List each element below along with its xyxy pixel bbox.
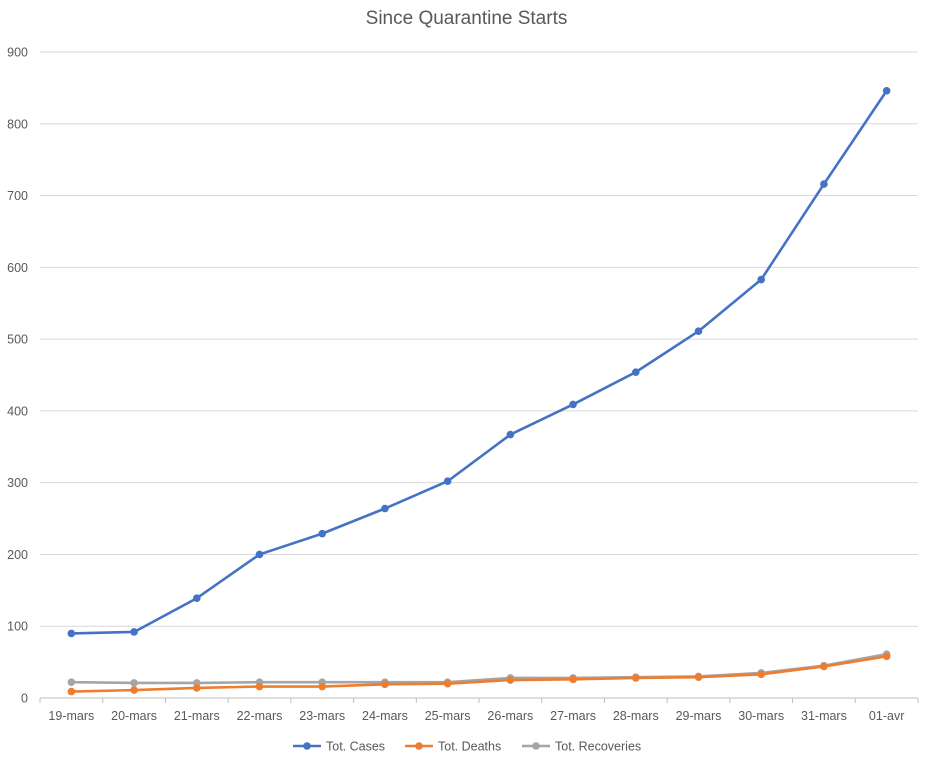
- x-tick-label: 24-mars: [362, 709, 408, 723]
- legend-label-tot-deaths: Tot. Deaths: [438, 740, 501, 754]
- data-point-tot-recoveries: [130, 679, 138, 687]
- x-tick-label: 22-mars: [237, 709, 283, 723]
- series-line-tot-deaths: [71, 655, 887, 693]
- y-tick-label: 500: [7, 333, 28, 347]
- y-tick-label: 400: [7, 404, 28, 418]
- data-point-tot-deaths: [67, 687, 76, 696]
- data-point-tot-deaths: [820, 662, 828, 671]
- data-point-tot-cases: [67, 629, 76, 638]
- data-point-tot-cases: [130, 628, 138, 636]
- data-point-tot-cases: [381, 504, 389, 513]
- data-point-tot-cases: [569, 400, 577, 409]
- x-tick-label: 27-mars: [550, 709, 596, 723]
- data-point-tot-deaths: [757, 670, 766, 679]
- y-tick-label: 300: [7, 476, 28, 490]
- data-point-tot-recoveries: [67, 678, 76, 687]
- data-point-tot-deaths: [255, 682, 264, 691]
- y-tick-label: 600: [7, 261, 28, 275]
- data-point-tot-cases: [506, 430, 515, 439]
- y-tick-label: 700: [7, 189, 28, 203]
- x-tick-label: 31-mars: [801, 709, 847, 723]
- x-tick-label: 01-avr: [869, 709, 904, 723]
- data-point-tot-cases: [882, 86, 891, 95]
- y-tick-label: 200: [7, 548, 28, 562]
- data-point-tot-deaths: [381, 680, 389, 689]
- data-point-tot-cases: [757, 275, 766, 284]
- x-tick-label: 20-mars: [111, 709, 157, 723]
- data-point-tot-cases: [443, 477, 452, 486]
- x-tick-label: 28-mars: [613, 709, 659, 723]
- x-tick-label: 29-mars: [676, 709, 722, 723]
- x-tick-label: 19-mars: [48, 709, 94, 723]
- y-tick-label: 100: [7, 620, 28, 634]
- data-point-tot-deaths: [130, 686, 138, 694]
- data-point-tot-cases: [192, 594, 201, 603]
- data-point-tot-cases: [318, 529, 327, 538]
- data-point-tot-cases: [255, 550, 264, 559]
- x-tick-label: 26-mars: [487, 709, 533, 723]
- legend-marker-tot-deaths: [415, 742, 423, 750]
- data-point-tot-deaths: [443, 679, 452, 688]
- legend-marker-tot-cases: [303, 742, 311, 750]
- data-point-tot-deaths: [694, 673, 703, 681]
- data-point-tot-deaths: [631, 674, 640, 682]
- y-tick-label: 900: [7, 46, 28, 60]
- data-point-tot-deaths: [882, 652, 891, 661]
- data-point-tot-cases: [694, 327, 703, 336]
- x-tick-label: 25-mars: [425, 709, 471, 723]
- legend-label-tot-cases: Tot. Cases: [326, 740, 385, 754]
- legend-marker-tot-recoveries: [532, 742, 540, 750]
- data-point-tot-deaths: [318, 682, 327, 691]
- y-tick-label: 0: [21, 692, 28, 706]
- data-point-tot-deaths: [506, 676, 515, 684]
- x-tick-label: 23-mars: [299, 709, 345, 723]
- legend-label-tot-recoveries: Tot. Recoveries: [555, 740, 641, 754]
- series-line-tot-cases: [71, 90, 888, 635]
- data-point-tot-cases: [820, 180, 828, 188]
- x-tick-label: 21-mars: [174, 709, 220, 723]
- x-tick-label: 30-mars: [738, 709, 784, 723]
- data-point-tot-deaths: [569, 675, 577, 684]
- data-point-tot-cases: [631, 368, 640, 376]
- y-tick-label: 800: [7, 117, 28, 131]
- series-line-tot-recoveries: [71, 652, 887, 685]
- data-point-tot-deaths: [192, 684, 201, 692]
- chart-title: Since Quarantine Starts: [365, 8, 568, 29]
